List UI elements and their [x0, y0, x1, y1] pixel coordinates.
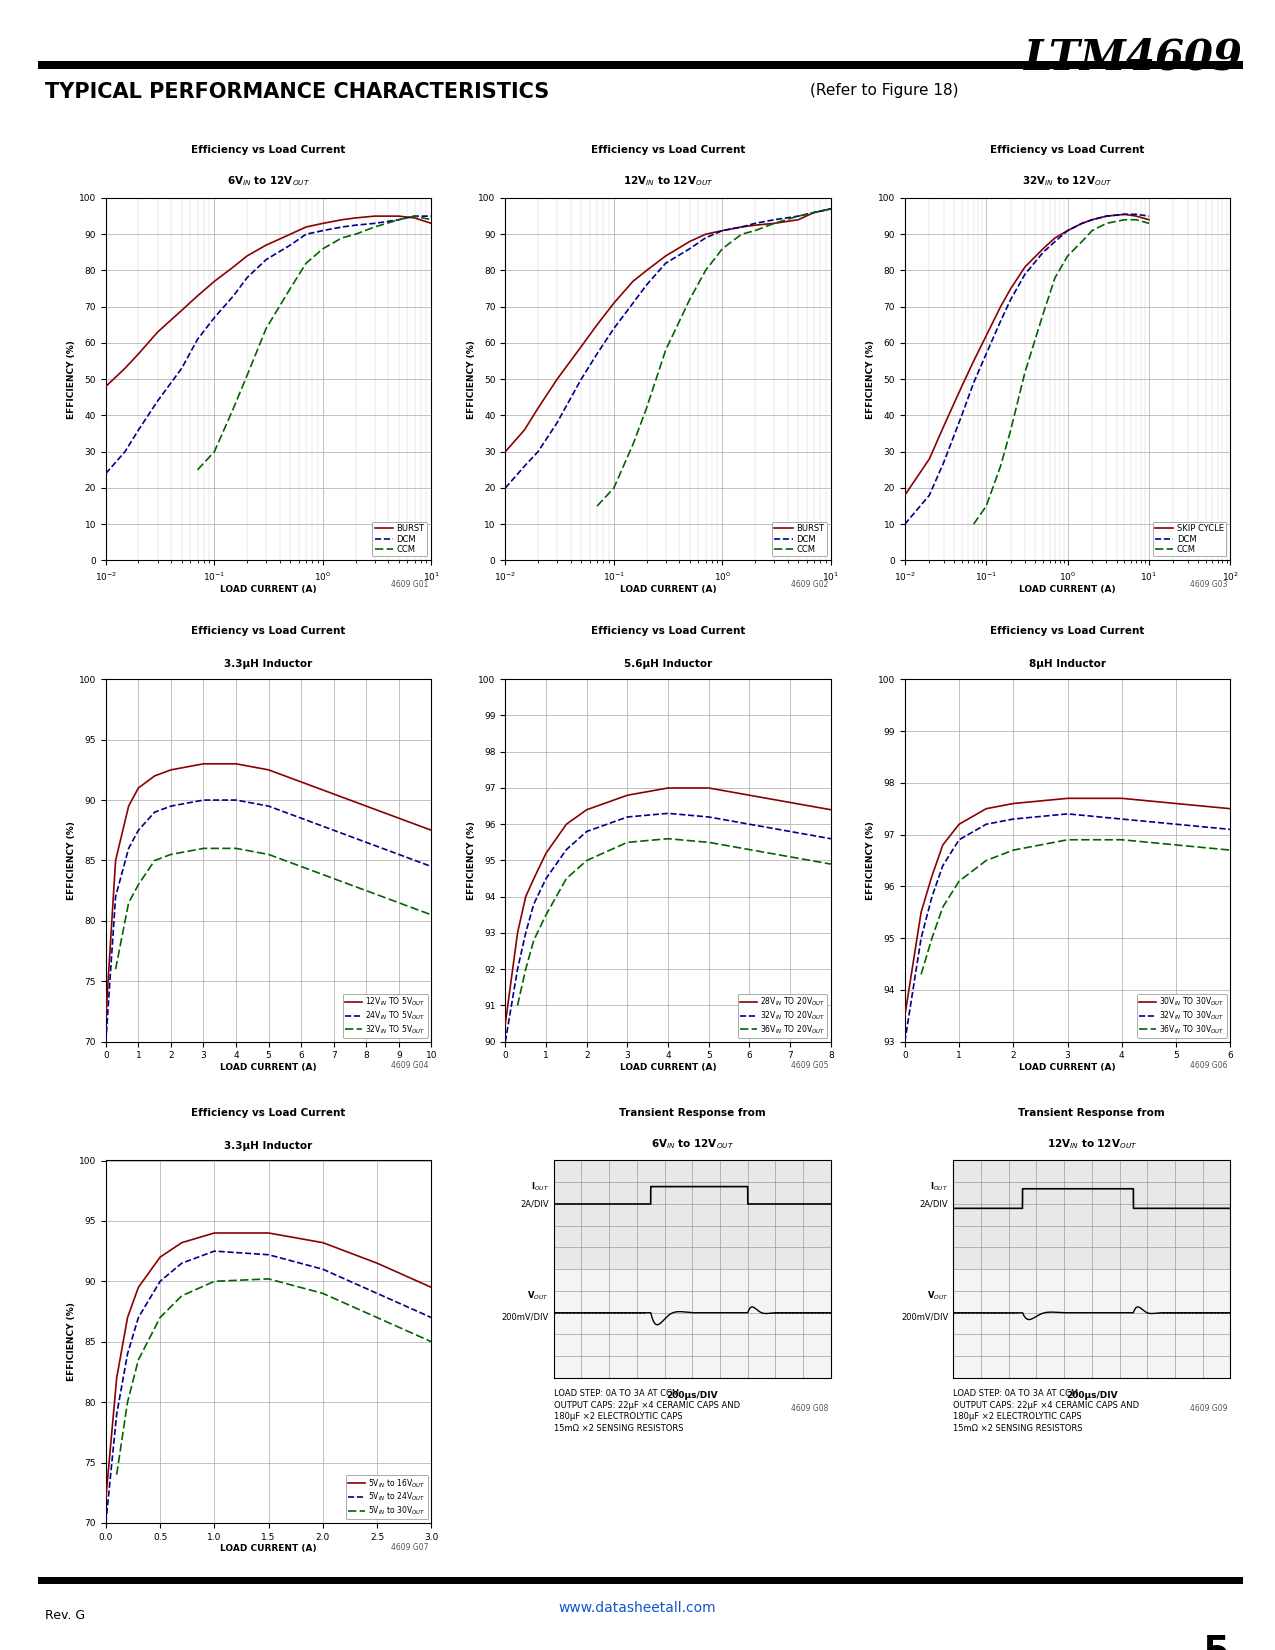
Text: V$_{OUT}$: V$_{OUT}$	[927, 1289, 949, 1302]
Text: Efficiency vs Load Current: Efficiency vs Load Current	[191, 627, 346, 637]
Text: 200μs/DIV: 200μs/DIV	[1066, 1391, 1118, 1401]
Text: LOAD STEP: 0A TO 3A AT CCM
OUTPUT CAPS: 22μF ×4 CERAMIC CAPS AND
180μF ×2 ELECTR: LOAD STEP: 0A TO 3A AT CCM OUTPUT CAPS: …	[954, 1389, 1140, 1434]
Text: 4609 G08: 4609 G08	[790, 1404, 829, 1414]
Y-axis label: EFFICIENCY (%): EFFICIENCY (%)	[68, 340, 76, 419]
Text: Efficiency vs Load Current: Efficiency vs Load Current	[191, 145, 346, 155]
Text: Rev. G: Rev. G	[45, 1609, 84, 1622]
Text: Efficiency vs Load Current: Efficiency vs Load Current	[991, 145, 1145, 155]
Text: Efficiency vs Load Current: Efficiency vs Load Current	[991, 627, 1145, 637]
X-axis label: LOAD CURRENT (A): LOAD CURRENT (A)	[1019, 1063, 1116, 1073]
Text: Transient Response from: Transient Response from	[1019, 1107, 1165, 1117]
Text: Efficiency vs Load Current: Efficiency vs Load Current	[191, 1107, 346, 1117]
X-axis label: LOAD CURRENT (A): LOAD CURRENT (A)	[221, 586, 317, 594]
Text: I$_{OUT}$: I$_{OUT}$	[530, 1180, 548, 1193]
Text: TYPICAL PERFORMANCE CHARACTERISTICS: TYPICAL PERFORMANCE CHARACTERISTICS	[45, 82, 548, 102]
Text: 6V$_{IN}$ to 12V$_{OUT}$: 6V$_{IN}$ to 12V$_{OUT}$	[227, 175, 310, 188]
Text: 200μs/DIV: 200μs/DIV	[667, 1391, 718, 1401]
Text: 200mV/DIV: 200mV/DIV	[901, 1313, 949, 1322]
Y-axis label: EFFICIENCY (%): EFFICIENCY (%)	[866, 340, 875, 419]
Text: 2A/DIV: 2A/DIV	[520, 1200, 548, 1208]
Text: 8μH Inductor: 8μH Inductor	[1029, 660, 1107, 670]
X-axis label: LOAD CURRENT (A): LOAD CURRENT (A)	[620, 586, 717, 594]
Text: 2A/DIV: 2A/DIV	[919, 1200, 949, 1208]
Text: Efficiency vs Load Current: Efficiency vs Load Current	[590, 145, 746, 155]
Legend: BURST, DCM, CCM: BURST, DCM, CCM	[771, 521, 826, 556]
Text: LOAD STEP: 0A TO 3A AT CCM
OUTPUT CAPS: 22μF ×4 CERAMIC CAPS AND
180μF ×2 ELECTR: LOAD STEP: 0A TO 3A AT CCM OUTPUT CAPS: …	[553, 1389, 740, 1434]
Text: 32V$_{IN}$ to 12V$_{OUT}$: 32V$_{IN}$ to 12V$_{OUT}$	[1023, 175, 1113, 188]
Legend: 12V$_{IN}$ TO 5V$_{OUT}$, 24V$_{IN}$ TO 5V$_{OUT}$, 32V$_{IN}$ TO 5V$_{OUT}$: 12V$_{IN}$ TO 5V$_{OUT}$, 24V$_{IN}$ TO …	[343, 993, 427, 1038]
Text: Transient Response from: Transient Response from	[618, 1107, 766, 1117]
Text: 5: 5	[1204, 1634, 1230, 1650]
Text: 3.3μH Inductor: 3.3μH Inductor	[224, 1140, 312, 1150]
Text: 4609 G06: 4609 G06	[1191, 1061, 1228, 1071]
Text: V$_{OUT}$: V$_{OUT}$	[528, 1289, 548, 1302]
Text: 4609 G02: 4609 G02	[790, 581, 829, 589]
X-axis label: LOAD CURRENT (A): LOAD CURRENT (A)	[620, 1063, 717, 1073]
Text: LTM4609: LTM4609	[1024, 36, 1243, 78]
Text: 6V$_{IN}$ to 12V$_{OUT}$: 6V$_{IN}$ to 12V$_{OUT}$	[650, 1137, 734, 1150]
Y-axis label: EFFICIENCY (%): EFFICIENCY (%)	[467, 340, 476, 419]
Text: 12V$_{IN}$ to 12V$_{OUT}$: 12V$_{IN}$ to 12V$_{OUT}$	[1047, 1137, 1137, 1150]
Text: www.datasheetall.com: www.datasheetall.com	[558, 1600, 717, 1614]
Legend: SKIP CYCLE, DCM, CCM: SKIP CYCLE, DCM, CCM	[1153, 521, 1227, 556]
X-axis label: LOAD CURRENT (A): LOAD CURRENT (A)	[1019, 586, 1116, 594]
Text: Efficiency vs Load Current: Efficiency vs Load Current	[590, 627, 746, 637]
Y-axis label: EFFICIENCY (%): EFFICIENCY (%)	[68, 1302, 76, 1381]
Legend: 28V$_{IN}$ TO 20V$_{OUT}$, 32V$_{IN}$ TO 20V$_{OUT}$, 36V$_{IN}$ TO 20V$_{OUT}$: 28V$_{IN}$ TO 20V$_{OUT}$, 32V$_{IN}$ TO…	[737, 993, 827, 1038]
Text: (Refer to Figure 18): (Refer to Figure 18)	[810, 82, 958, 97]
Text: 4609 G04: 4609 G04	[391, 1061, 428, 1071]
Text: 4609 G03: 4609 G03	[1191, 581, 1228, 589]
Text: 5.6μH Inductor: 5.6μH Inductor	[623, 660, 713, 670]
Legend: 30V$_{IN}$ TO 30V$_{OUT}$, 32V$_{IN}$ TO 30V$_{OUT}$, 36V$_{IN}$ TO 30V$_{OUT}$: 30V$_{IN}$ TO 30V$_{OUT}$, 32V$_{IN}$ TO…	[1137, 993, 1227, 1038]
Legend: BURST, DCM, CCM: BURST, DCM, CCM	[372, 521, 427, 556]
Text: 4609 G09: 4609 G09	[1191, 1404, 1228, 1414]
Y-axis label: EFFICIENCY (%): EFFICIENCY (%)	[866, 822, 875, 899]
X-axis label: LOAD CURRENT (A): LOAD CURRENT (A)	[221, 1063, 317, 1073]
Text: I$_{OUT}$: I$_{OUT}$	[929, 1180, 949, 1193]
Text: 200mV/DIV: 200mV/DIV	[501, 1313, 548, 1322]
Text: 4609 G01: 4609 G01	[391, 581, 428, 589]
Text: 4609 G07: 4609 G07	[391, 1543, 428, 1551]
Y-axis label: EFFICIENCY (%): EFFICIENCY (%)	[68, 822, 76, 899]
Text: 12V$_{IN}$ to 12V$_{OUT}$: 12V$_{IN}$ to 12V$_{OUT}$	[623, 175, 713, 188]
X-axis label: LOAD CURRENT (A): LOAD CURRENT (A)	[221, 1544, 317, 1553]
Text: 4609 G05: 4609 G05	[790, 1061, 829, 1071]
Text: 3.3μH Inductor: 3.3μH Inductor	[224, 660, 312, 670]
Y-axis label: EFFICIENCY (%): EFFICIENCY (%)	[467, 822, 476, 899]
Legend: 5V$_{IN}$ to 16V$_{OUT}$, 5V$_{IN}$ to 24V$_{OUT}$, 5V$_{IN}$ to 30V$_{OUT}$: 5V$_{IN}$ to 16V$_{OUT}$, 5V$_{IN}$ to 2…	[346, 1475, 427, 1520]
